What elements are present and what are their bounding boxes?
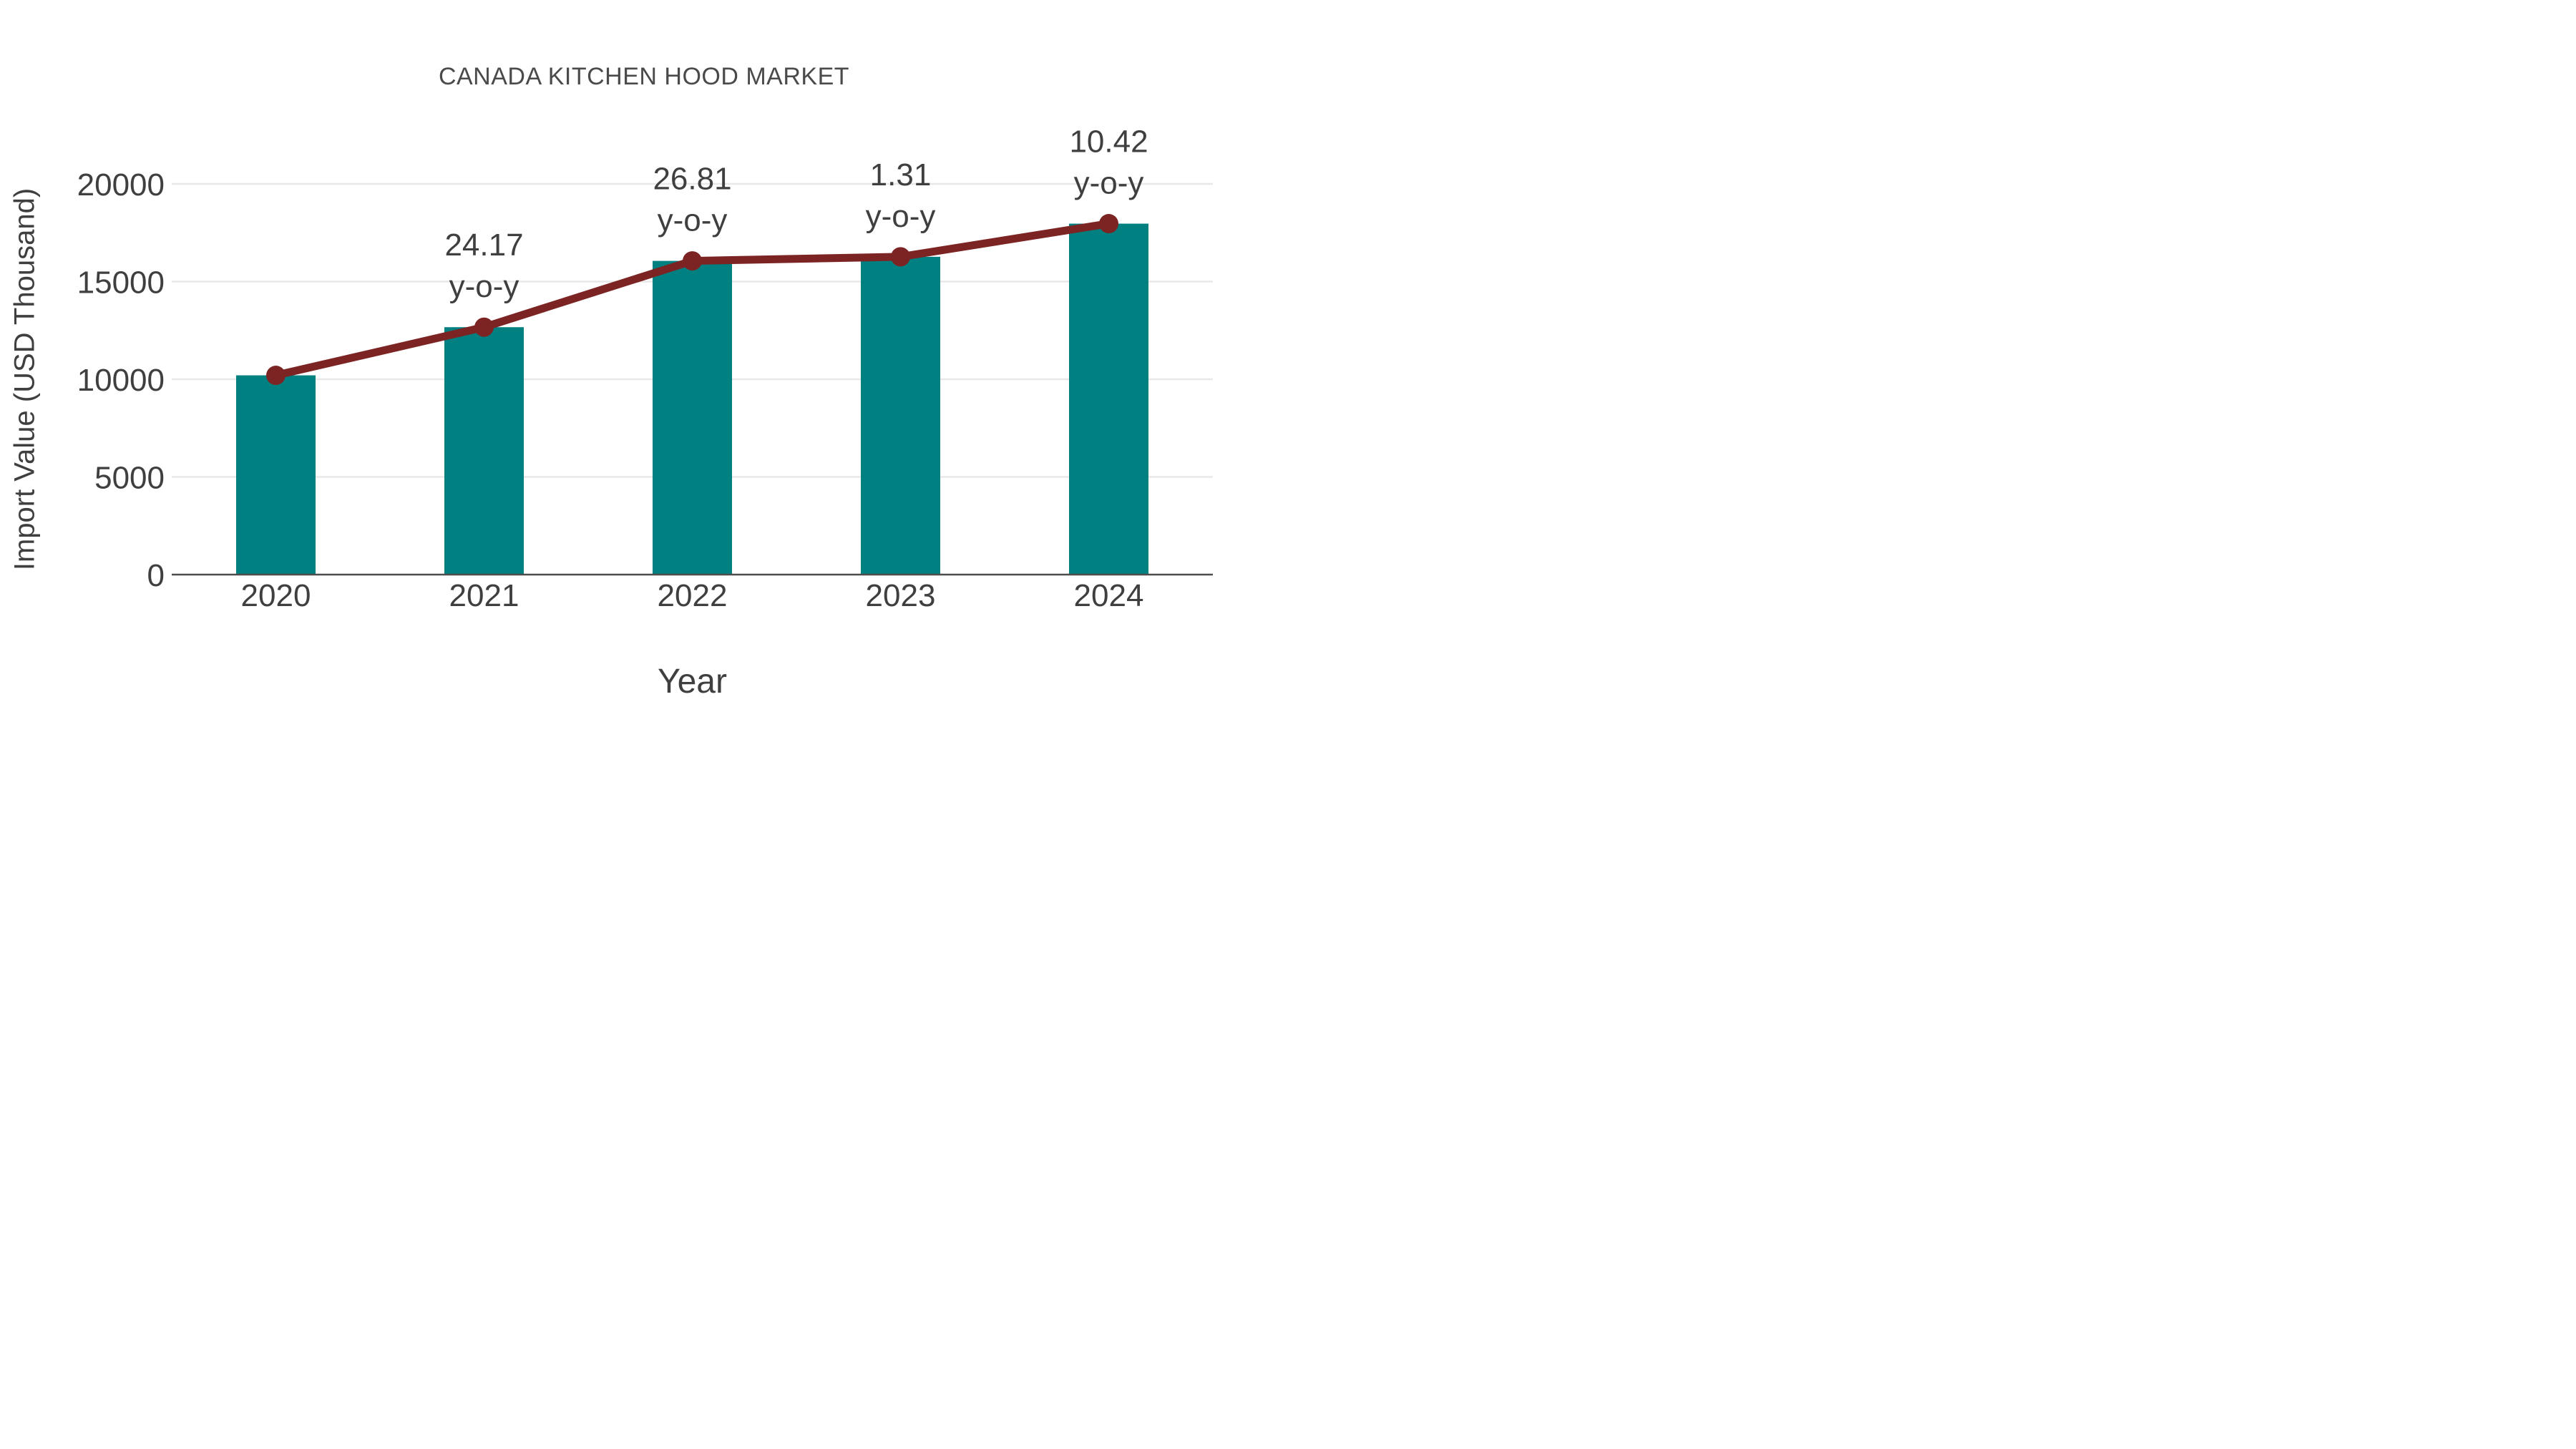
annotation-unit-2024: y-o-y	[1074, 166, 1144, 201]
y-tick-label-0: 0	[147, 558, 165, 593]
annotation-value-2021: 24.17	[444, 228, 523, 263]
x-axis-title: Year	[658, 663, 727, 701]
bar-2024	[1069, 223, 1148, 575]
annotation-unit-2021: y-o-y	[449, 269, 519, 304]
trend-marker-2020	[266, 366, 286, 386]
bar-2021	[444, 327, 524, 575]
y-tick-label-10000: 10000	[77, 363, 165, 398]
chart-title: CANADA KITCHEN HOOD MARKET	[438, 63, 850, 90]
annotation-value-2022: 26.81	[653, 162, 731, 197]
x-tick-label-2024: 2024	[1074, 578, 1144, 613]
annotation-unit-2023: y-o-y	[866, 199, 936, 234]
trend-marker-2022	[683, 251, 702, 271]
trend-marker-2024	[1099, 214, 1118, 234]
y-tick-label-15000: 15000	[77, 265, 165, 301]
annotation-unit-2022: y-o-y	[658, 203, 728, 238]
trend-marker-2021	[474, 317, 494, 337]
annotation-value-2024: 10.42	[1069, 125, 1148, 160]
y-tick-label-20000: 20000	[77, 167, 165, 203]
trend-marker-2023	[891, 247, 910, 267]
bar-2023	[861, 256, 940, 575]
x-tick-label-2020: 2020	[241, 578, 311, 613]
bar-2022	[653, 260, 732, 575]
x-tick-label-2023: 2023	[866, 578, 936, 613]
bar-2020	[236, 375, 316, 575]
figure: CANADA KITCHEN HOOD MARKET Import Value …	[0, 0, 1288, 725]
x-tick-label-2022: 2022	[658, 578, 728, 613]
annotation-value-2023: 1.31	[870, 157, 932, 192]
x-tick-label-2021: 2021	[449, 578, 519, 613]
y-tick-label-5000: 5000	[94, 461, 165, 496]
chart-plot-area: 0 5000 10000 15000 20000 2020 2021 2022 2023 2024…	[77, 125, 1213, 613]
